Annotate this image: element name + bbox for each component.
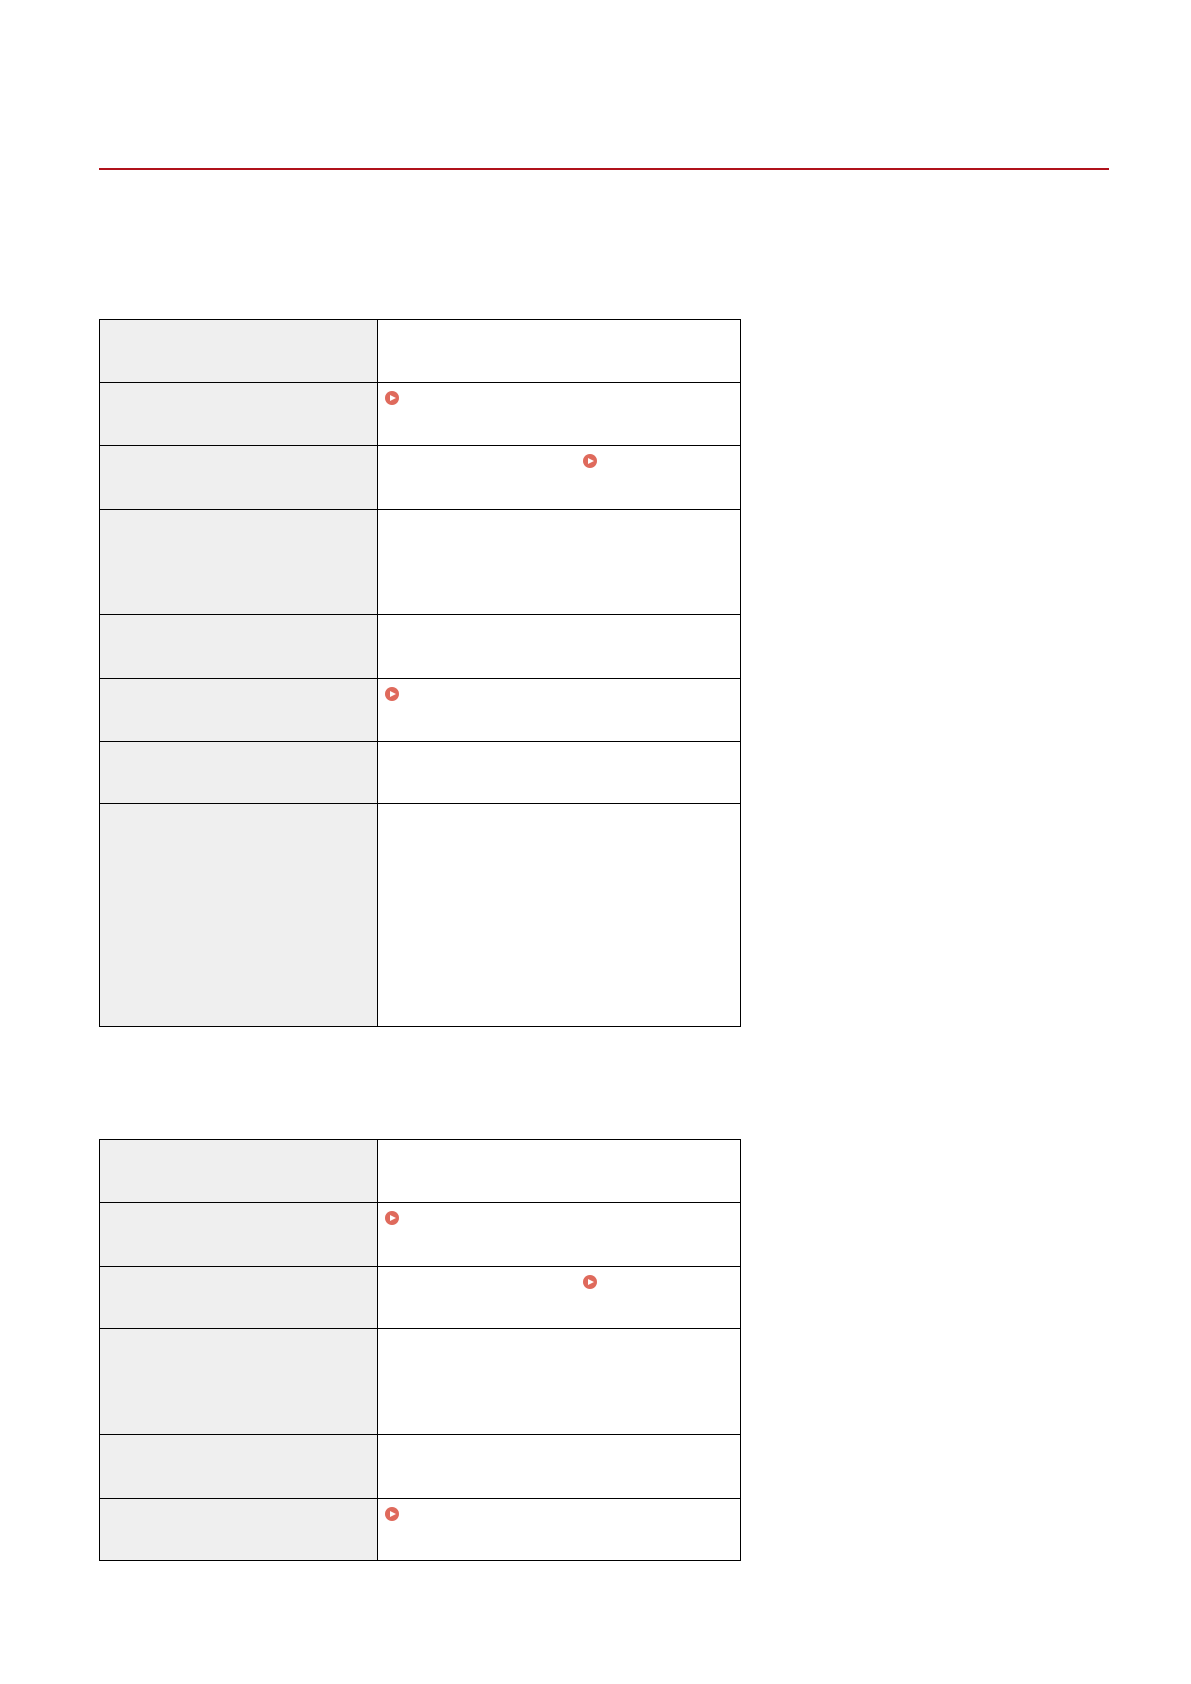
table-row (99, 1202, 741, 1267)
value-cell (377, 509, 741, 615)
value-cell (377, 319, 741, 383)
key-cell (99, 1202, 378, 1267)
table-row (99, 382, 741, 446)
table-row (99, 1266, 741, 1329)
table-row (99, 1328, 741, 1435)
table-row (99, 678, 741, 742)
value-cell (377, 1328, 741, 1435)
key-cell (99, 1498, 378, 1561)
spec-table-1 (99, 319, 741, 1027)
link-arrow-icon[interactable] (583, 454, 597, 468)
table-row (99, 741, 741, 804)
table-row (99, 803, 741, 1027)
value-cell (377, 1434, 741, 1499)
link-arrow-icon[interactable] (385, 1507, 399, 1521)
value-cell (377, 1266, 741, 1329)
key-cell (99, 1139, 378, 1203)
key-cell (99, 1266, 378, 1329)
value-cell (377, 445, 741, 510)
value-cell (377, 678, 741, 742)
table-row (99, 1139, 741, 1203)
key-cell (99, 678, 378, 742)
key-cell (99, 509, 378, 615)
link-arrow-icon[interactable] (583, 1275, 597, 1289)
key-cell (99, 1328, 378, 1435)
table-row (99, 445, 741, 510)
key-cell (99, 741, 378, 804)
table-row (99, 509, 741, 615)
value-cell (377, 614, 741, 679)
value-cell (377, 382, 741, 446)
section-divider (99, 168, 1109, 170)
key-cell (99, 1434, 378, 1499)
value-cell (377, 1202, 741, 1267)
spec-table-2 (99, 1139, 741, 1561)
link-arrow-icon[interactable] (385, 391, 399, 405)
key-cell (99, 319, 378, 383)
link-arrow-icon[interactable] (385, 687, 399, 701)
key-cell (99, 803, 378, 1027)
value-cell (377, 803, 741, 1027)
table-row (99, 614, 741, 679)
value-cell (377, 741, 741, 804)
table-row (99, 1434, 741, 1499)
table-row (99, 1498, 741, 1561)
key-cell (99, 382, 378, 446)
value-cell (377, 1139, 741, 1203)
key-cell (99, 614, 378, 679)
value-cell (377, 1498, 741, 1561)
key-cell (99, 445, 378, 510)
table-row (99, 319, 741, 383)
link-arrow-icon[interactable] (385, 1211, 399, 1225)
